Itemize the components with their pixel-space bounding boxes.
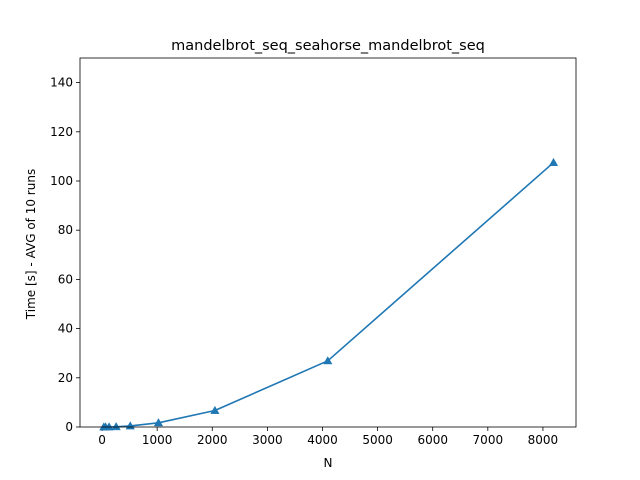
y-tick-label: 40 — [58, 322, 73, 336]
data-point-marker — [153, 418, 164, 427]
x-tick-label: 4000 — [307, 433, 338, 447]
x-tick-label: 0 — [98, 433, 106, 447]
data-point-marker — [210, 405, 220, 414]
y-tick-label: 100 — [50, 174, 73, 188]
chart-title: mandelbrot_seq_seahorse_mandelbrot_seq — [171, 38, 485, 54]
x-tick-label: 1000 — [142, 433, 173, 447]
x-tick-label: 8000 — [528, 433, 559, 447]
y-tick-label: 140 — [50, 76, 73, 90]
y-tick-label: 120 — [50, 125, 73, 139]
data-point-marker — [323, 356, 333, 365]
x-axis-label: N — [324, 456, 333, 470]
x-tick-label: 7000 — [473, 433, 504, 447]
y-tick-label: 80 — [58, 223, 73, 237]
x-tick-label: 3000 — [252, 433, 283, 447]
x-tick-label: 2000 — [197, 433, 228, 447]
y-tick-label: 20 — [58, 371, 73, 385]
axes-frame — [79, 57, 577, 428]
y-tick-label: 60 — [58, 272, 73, 286]
x-tick-label: 6000 — [417, 433, 448, 447]
data-point-marker — [548, 157, 559, 166]
data-point-marker — [104, 422, 114, 431]
plot-area: 0 1000 2000 3000 4000 5000 6000 7000 8000 0 20 40 60… — [50, 57, 577, 447]
y-axis-label: Time [s] - AVG of 10 runs — [24, 169, 38, 320]
data-point-marker — [111, 422, 121, 431]
y-tick-label: 0 — [65, 420, 73, 434]
x-tick-label: 5000 — [362, 433, 393, 447]
